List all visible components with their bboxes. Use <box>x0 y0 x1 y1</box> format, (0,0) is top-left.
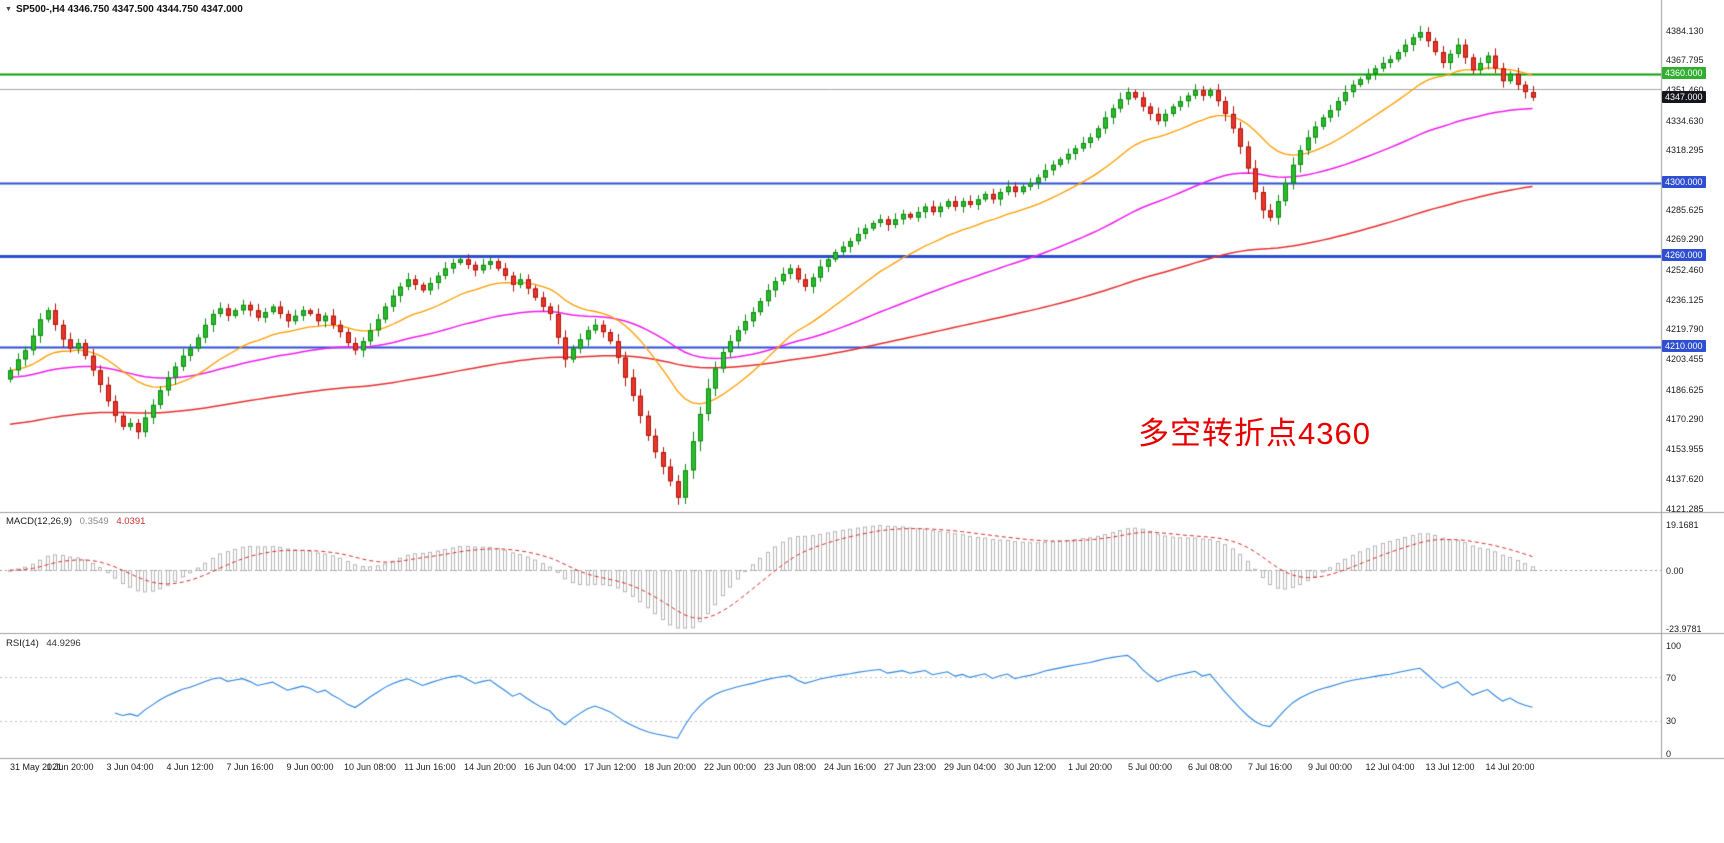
collapse-triangle-icon[interactable]: ▼ <box>5 6 12 13</box>
chart-header: ▼ SP500-,H4 4346.750 4347.500 4344.750 4… <box>5 4 243 15</box>
symbol-ohlc-title: SP500-,H4 4346.750 4347.500 4344.750 434… <box>15 4 243 15</box>
macd-indicator-label: MACD(12,26,9) 0.3549 4.0391 <box>6 516 145 527</box>
rsi-name: RSI(14) <box>6 638 39 649</box>
time-axis[interactable] <box>0 759 1724 779</box>
macd-main-value: 0.3549 <box>79 516 109 527</box>
price-scale[interactable] <box>1662 0 1724 758</box>
annotation-text: 多空转折点4360 <box>1138 416 1371 451</box>
rsi-value: 44.9296 <box>46 638 81 649</box>
rsi-indicator-label: RSI(14) 44.9296 <box>6 638 81 649</box>
macd-signal-value: 4.0391 <box>116 516 146 527</box>
macd-name: MACD(12,26,9) <box>6 516 72 527</box>
